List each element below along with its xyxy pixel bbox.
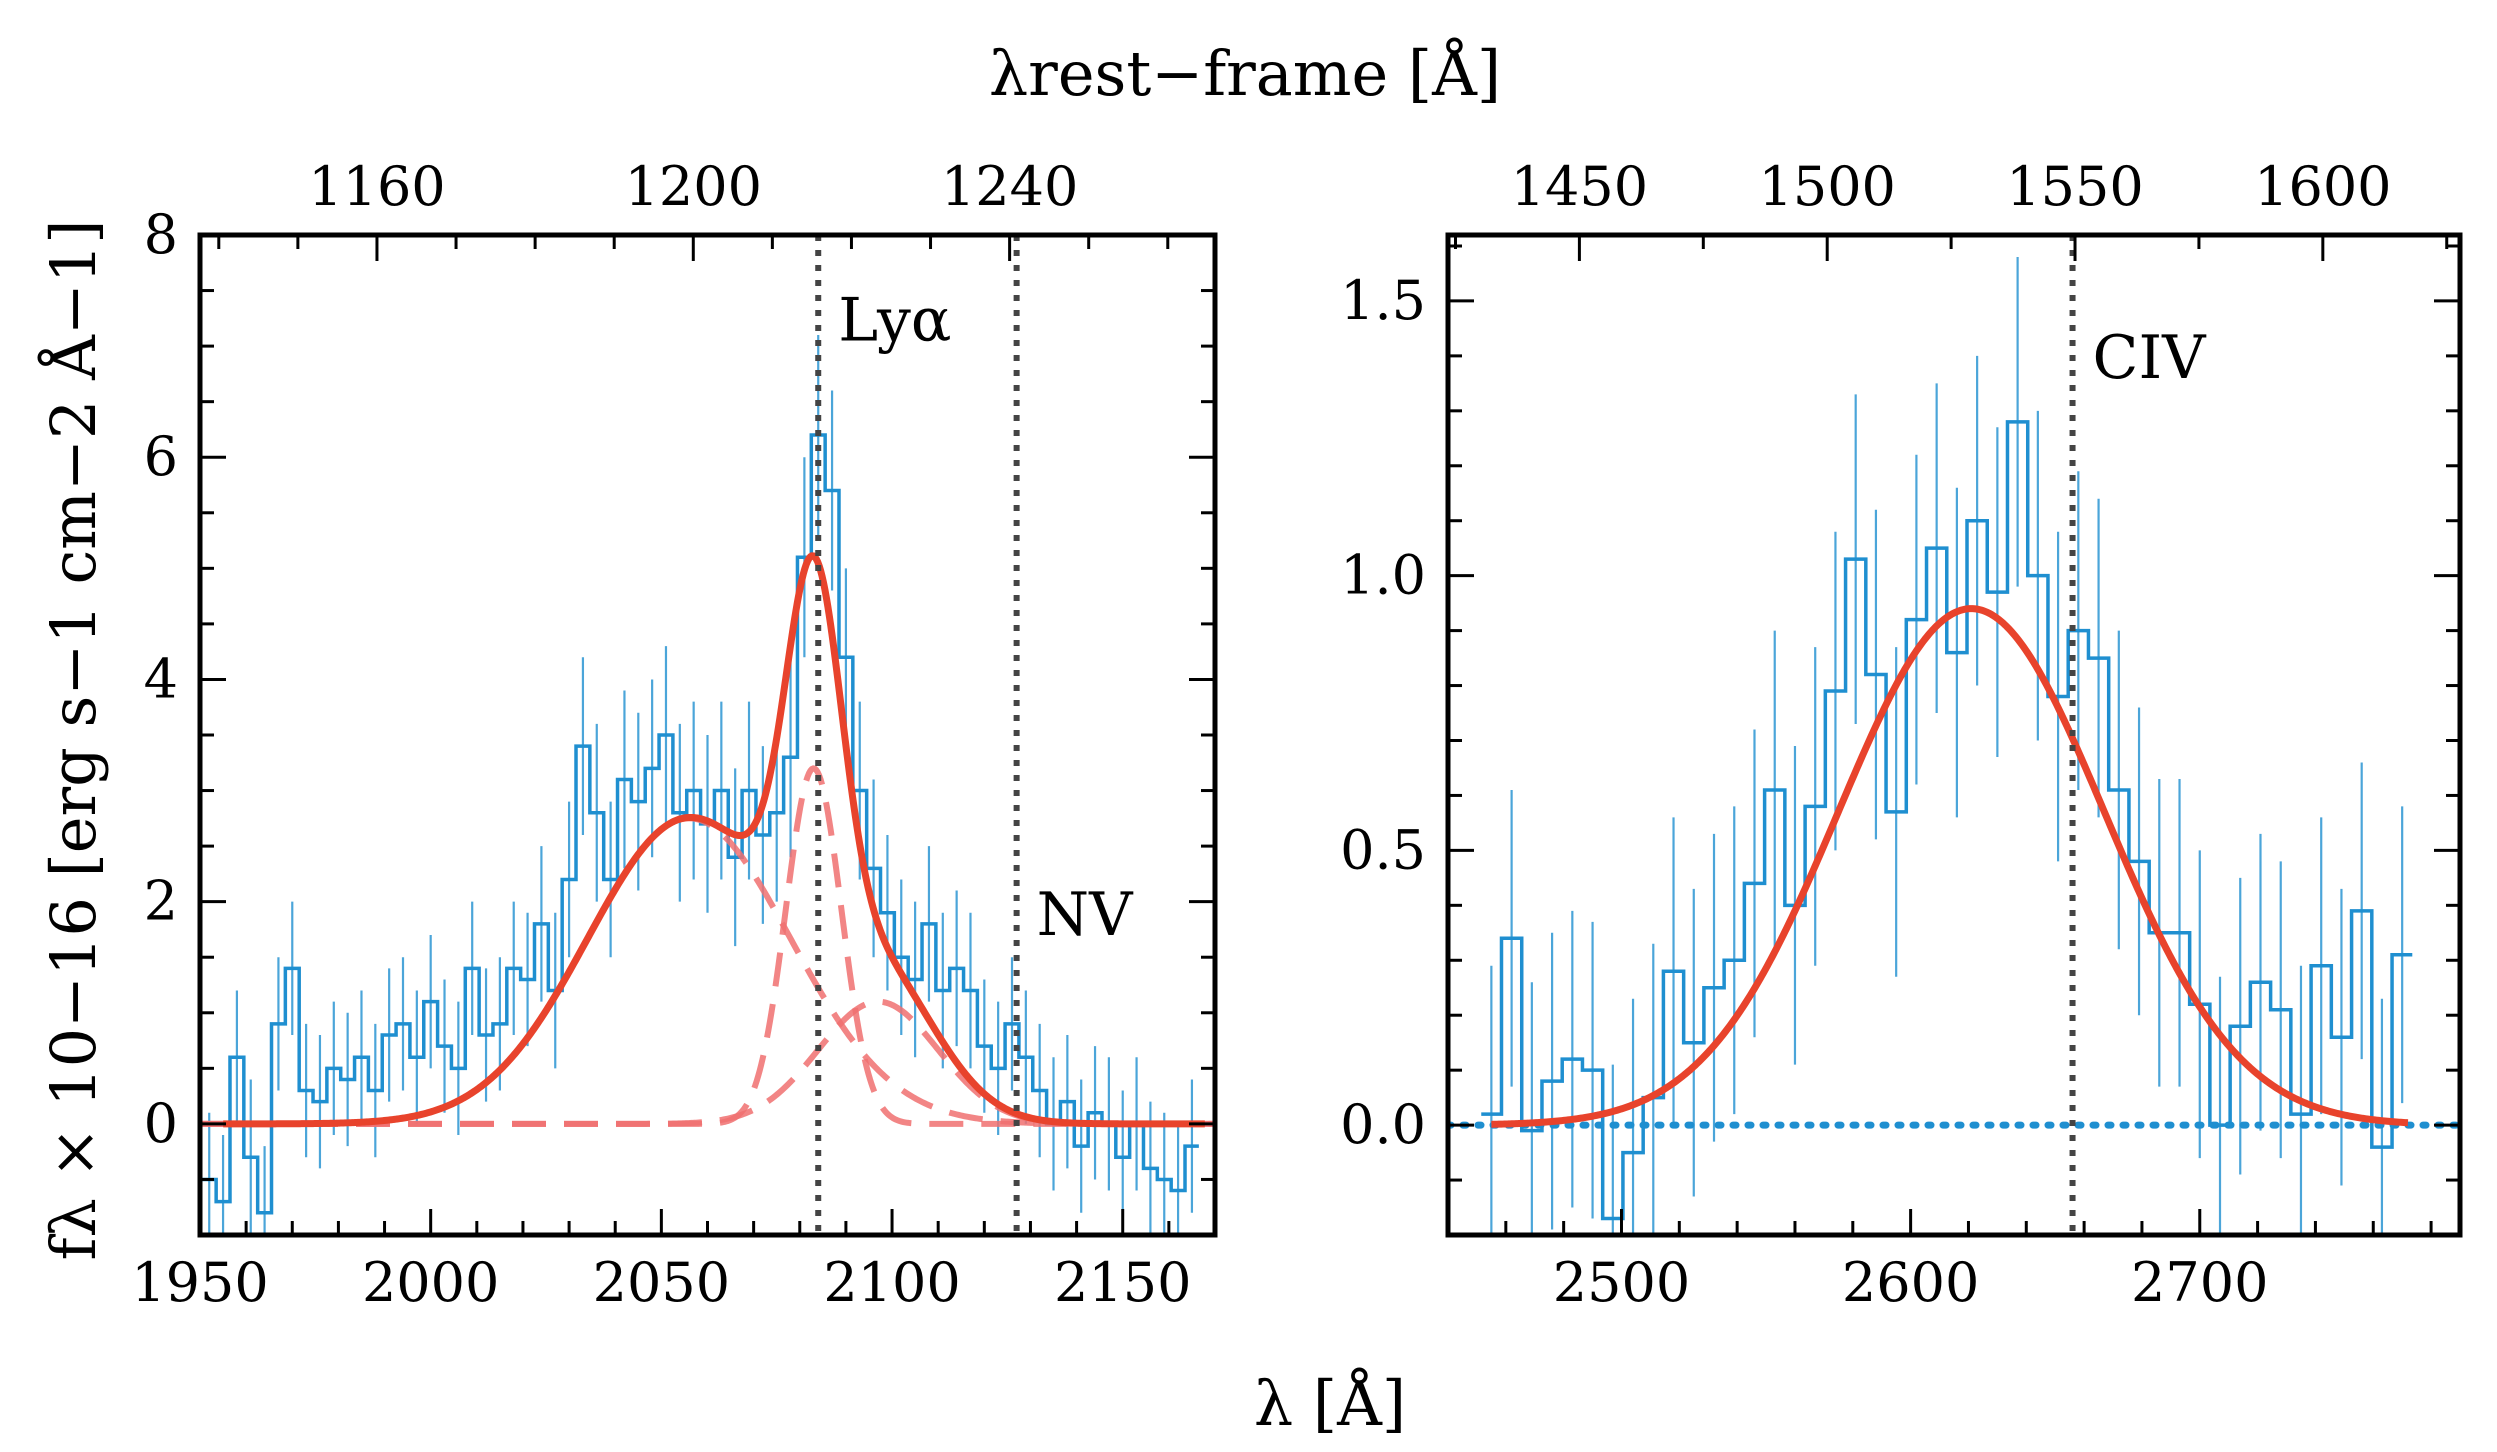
- right-data-layer: [1448, 235, 2460, 1235]
- top-tick-label: 1600: [2254, 155, 2391, 218]
- model-component-3: [200, 998, 1215, 1127]
- left-model-total: [223, 552, 1205, 1128]
- left-y-axis-title: fλ × 10−16 [erg s−1 cm−2 Å−1]: [37, 220, 110, 1261]
- lya-annotation: Lyα: [838, 286, 951, 356]
- y-tick-label: 0.5: [1340, 818, 1426, 881]
- x-tick-label: 2050: [593, 1251, 730, 1314]
- x-tick-label: 2600: [1842, 1251, 1979, 1314]
- top-tick-label: 1200: [625, 155, 762, 218]
- top-tick-label: 1500: [1758, 155, 1895, 218]
- y-tick-label: 1.5: [1340, 269, 1426, 332]
- y-tick-label: 0.0: [1340, 1093, 1426, 1156]
- left-spectrum-step: [202, 433, 1199, 1215]
- right-spectrum-step: [1481, 420, 2413, 1221]
- top-axis-title: λrest−frame [Å]: [989, 37, 1501, 110]
- x-tick-label: 2150: [1054, 1251, 1191, 1314]
- right-panel: 2500 2600 2700 1450 1500 1550 1600 0.0 0.5 1.0 1.5…: [1340, 155, 2463, 1314]
- civ-annotation: CIV: [2093, 323, 2208, 393]
- top-tick-label: 1550: [2006, 155, 2143, 218]
- top-tick-label: 1450: [1511, 155, 1648, 218]
- y-tick-label: 2: [144, 870, 178, 933]
- right-axes-box: [1445, 232, 2463, 1238]
- y-tick-label: 8: [144, 203, 178, 266]
- right-model-total: [1491, 605, 2409, 1128]
- left-axes-frame: 1950 2000 2050 2100 2150 1160 1200 1240 0 2 4 6 8: [131, 155, 1218, 1314]
- y-tick-label: 0: [144, 1092, 178, 1155]
- left-data-layer: [200, 235, 1215, 1235]
- y-tick-label: 1.0: [1340, 544, 1426, 607]
- x-tick-label: 1950: [131, 1251, 268, 1314]
- x-tick-label: 2000: [362, 1251, 499, 1314]
- bottom-axis-title: λ [Å]: [1254, 1367, 1406, 1440]
- x-tick-label: 2500: [1553, 1251, 1690, 1314]
- x-tick-label: 2700: [2131, 1251, 2268, 1314]
- left-plot-area: [200, 235, 1215, 1235]
- left-panel: 1950 2000 2050 2100 2150 1160 1200 1240 0 2 4 6 8 Ly…: [131, 155, 1218, 1314]
- top-tick-label: 1160: [308, 155, 445, 218]
- y-tick-label: 4: [144, 647, 178, 710]
- nv-annotation: NV: [1037, 880, 1135, 950]
- y-tick-label: 6: [144, 425, 178, 488]
- right-axes-frame: 2500 2600 2700 1450 1500 1550 1600 0.0 0.5 1.0 1.5: [1340, 155, 2463, 1314]
- top-tick-label: 1240: [941, 155, 1078, 218]
- x-tick-label: 2100: [823, 1251, 960, 1314]
- right-plot-area: [1448, 235, 2460, 1235]
